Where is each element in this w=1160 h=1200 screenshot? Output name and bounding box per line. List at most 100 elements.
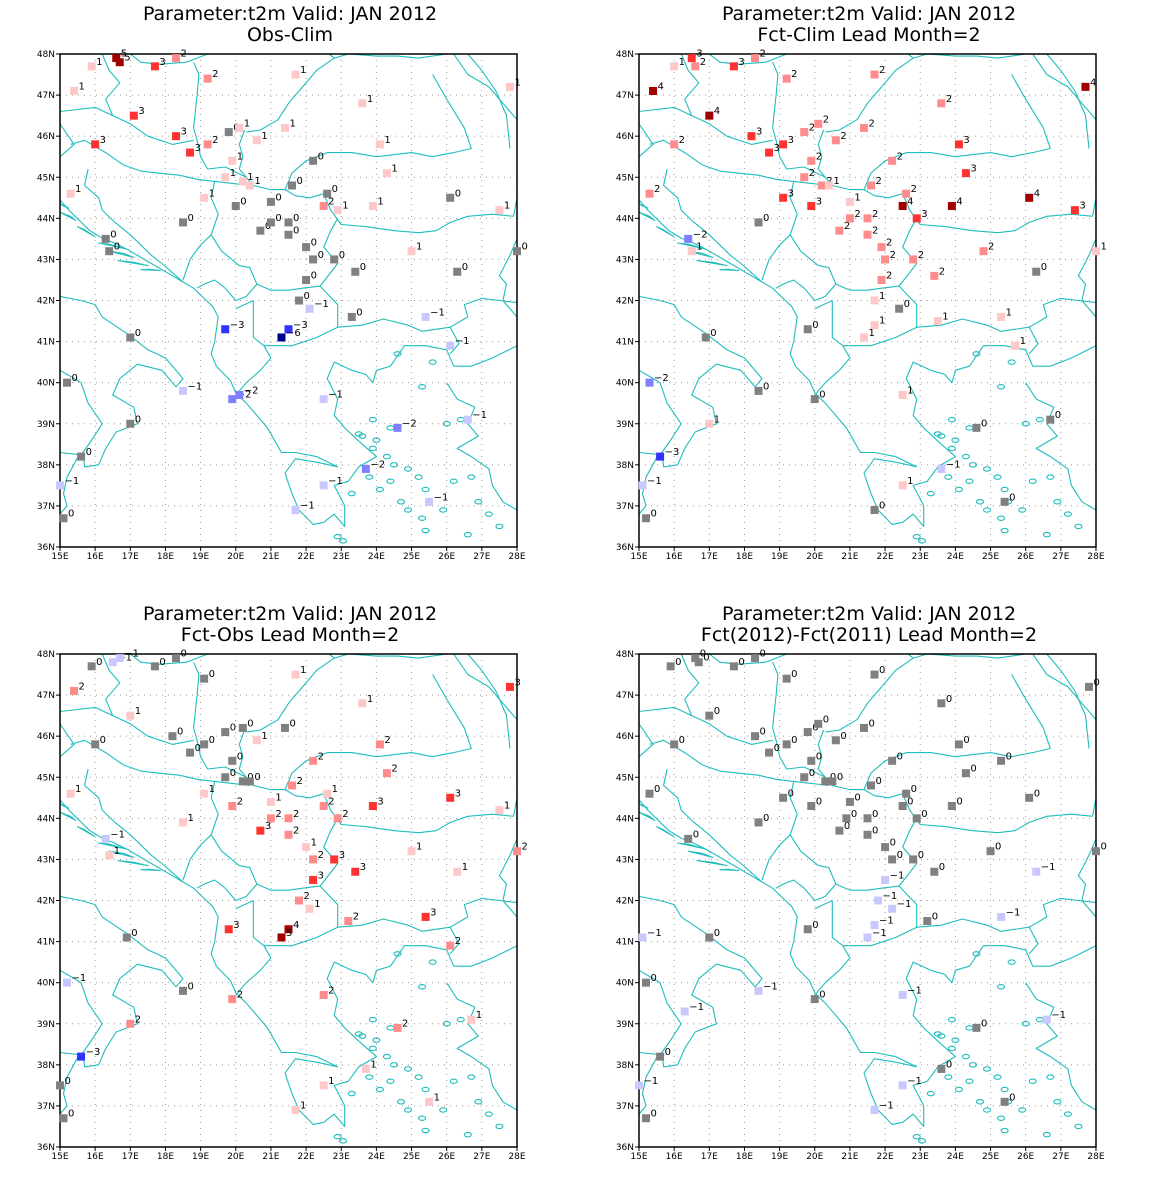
station-marker: [87, 62, 96, 71]
island: [944, 1074, 953, 1080]
station-marker: [888, 756, 897, 765]
island: [403, 466, 413, 472]
station-marker: [1032, 267, 1041, 276]
island: [944, 474, 953, 480]
station-marker: [228, 156, 237, 165]
y-tick-label: 47N: [616, 691, 634, 701]
station-value: 3: [963, 135, 969, 146]
coast-line: [1025, 982, 1096, 1111]
station-marker: [779, 140, 788, 149]
island: [484, 1111, 493, 1117]
station-marker: [179, 386, 188, 395]
y-tick-label: 48N: [37, 50, 55, 60]
station-value: 0: [1006, 751, 1012, 762]
station-marker: [200, 740, 209, 749]
y-tick-label: 41N: [37, 338, 55, 348]
coast-line: [453, 54, 517, 121]
x-tick-label: 17E: [701, 552, 718, 562]
station-marker: [859, 123, 868, 132]
station-marker: [203, 140, 212, 149]
station-marker: [888, 855, 897, 864]
coast-line: [649, 739, 829, 787]
island: [442, 420, 451, 427]
island: [951, 1037, 960, 1043]
station-value: 2: [293, 825, 299, 836]
station-marker: [453, 867, 462, 876]
station-marker: [330, 255, 339, 264]
station-value: 3: [1079, 201, 1085, 212]
x-tick-label: 25E: [982, 1152, 999, 1162]
station-value: 3: [970, 164, 976, 175]
station-value: 0: [879, 665, 885, 676]
coastline: [60, 54, 517, 544]
station-marker: [266, 797, 275, 806]
island: [375, 486, 384, 493]
station-marker: [859, 333, 868, 342]
island: [933, 431, 942, 437]
station-value: −1: [328, 476, 343, 487]
station-value: −1: [1006, 907, 1021, 918]
island: [965, 1078, 974, 1085]
station-value: −1: [890, 870, 905, 881]
station-marker: [782, 74, 791, 83]
station-marker: [393, 423, 402, 432]
coast-line: [446, 982, 517, 1111]
island: [975, 499, 985, 505]
island: [442, 1020, 451, 1027]
station-value: 0: [851, 809, 857, 820]
y-tick-label: 47N: [37, 91, 55, 101]
y-tick-label: 36N: [37, 543, 55, 553]
station-marker: [691, 62, 700, 71]
station-value: 0: [159, 657, 165, 668]
station-value: 4: [658, 81, 664, 92]
station-marker: [694, 658, 703, 667]
station-marker: [835, 226, 844, 235]
island: [403, 1107, 413, 1113]
station-value: 0: [318, 151, 324, 162]
coast-line: [708, 654, 1026, 665]
station-marker: [754, 386, 763, 395]
island: [1021, 1020, 1030, 1027]
coast-line: [238, 729, 247, 778]
station-marker: [930, 271, 939, 280]
station-marker: [1046, 415, 1055, 424]
coast-line: [1091, 768, 1096, 817]
station-value: 0: [710, 328, 716, 339]
station-value: 0: [907, 797, 913, 808]
station-marker: [814, 119, 823, 128]
coastline: [639, 654, 1096, 1144]
island: [108, 850, 135, 858]
station-marker: [179, 986, 188, 995]
station-value: 0: [872, 809, 878, 820]
x-tick-label: 19E: [771, 552, 788, 562]
coast-line: [246, 657, 335, 733]
station-marker: [291, 70, 300, 79]
station-marker: [105, 851, 114, 860]
coast-line: [235, 900, 272, 996]
x-tick-label: 23E: [333, 552, 350, 562]
station-marker: [238, 777, 247, 786]
y-tick-label: 47N: [37, 691, 55, 701]
station-marker: [687, 247, 696, 256]
station-marker: [252, 736, 261, 745]
station-marker: [751, 54, 760, 63]
x-tick-label: 22E: [877, 1152, 894, 1162]
station-value: 0: [879, 501, 885, 512]
station-value: 2: [939, 266, 945, 277]
station-marker: [814, 719, 823, 728]
coast-line: [1028, 926, 1039, 955]
y-tick-label: 42N: [37, 897, 55, 907]
station-value: 4: [956, 197, 962, 208]
y-tick-label: 36N: [616, 543, 634, 553]
y-tick-label: 40N: [616, 379, 634, 389]
x-tick-label: 22E: [298, 1152, 315, 1162]
station-marker: [284, 814, 293, 823]
y-tick-label: 37N: [616, 502, 634, 512]
station-marker: [807, 756, 816, 765]
station-value: 0: [188, 981, 194, 992]
x-tick-label: 18E: [736, 1152, 753, 1162]
y-tick-label: 37N: [616, 1102, 634, 1112]
coast-line: [446, 382, 517, 511]
station-marker: [319, 202, 328, 211]
station-marker: [649, 86, 658, 95]
